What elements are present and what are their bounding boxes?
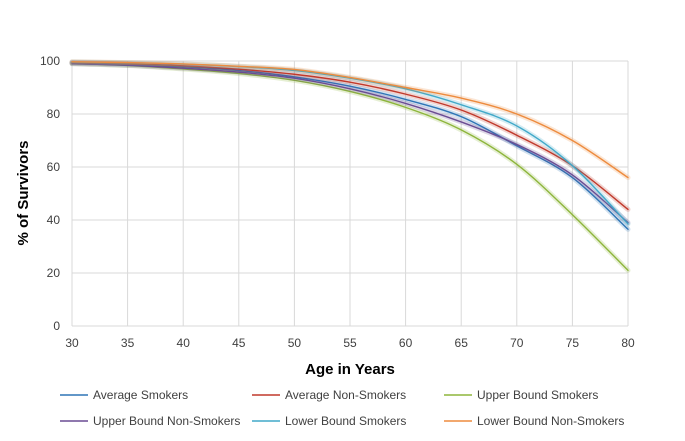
x-tick-label: 65: [455, 336, 469, 350]
x-tick-label: 35: [121, 336, 135, 350]
series-lines: [69, 59, 631, 273]
y-tick-label: 0: [53, 319, 60, 333]
series-line-upper-bound-non-smokers: [71, 62, 629, 224]
legend-label: Average Non-Smokers: [285, 388, 406, 402]
y-tick-label: 80: [47, 107, 61, 121]
x-tick-label: 50: [288, 336, 302, 350]
legend-item-upper-bound-smokers: Upper Bound Smokers: [444, 388, 598, 402]
legend-item-upper-bound-non-smokers: Upper Bound Non-Smokers: [60, 414, 240, 428]
series-line-average-non-smokers: [71, 61, 629, 211]
x-tick-label: 45: [232, 336, 246, 350]
x-axis: 30 35 40 45 50 55 60 65 70 75 80: [65, 336, 635, 350]
x-axis-title: Age in Years: [305, 361, 395, 378]
y-tick-label: 20: [47, 266, 61, 280]
series-line-average-smokers: [71, 62, 629, 230]
x-tick-label: 40: [177, 336, 191, 350]
legend-item-lower-bound-smokers: Lower Bound Smokers: [252, 414, 406, 428]
legend-item-average-smokers: Average Smokers: [60, 388, 188, 402]
x-tick-label: 75: [566, 336, 580, 350]
x-tick-label: 60: [399, 336, 413, 350]
y-axis: 0 20 40 60 80 100: [40, 54, 60, 333]
legend: Average Smokers Average Non-Smokers Upper …: [60, 388, 624, 428]
legend-label: Lower Bound Smokers: [285, 414, 406, 428]
y-tick-label: 60: [47, 160, 61, 174]
legend-label: Upper Bound Non-Smokers: [93, 414, 240, 428]
legend-item-lower-bound-non-smokers: Lower Bound Non-Smokers: [444, 414, 624, 428]
y-axis-title: % of Survivors: [15, 140, 32, 245]
x-tick-label: 80: [621, 336, 635, 350]
x-tick-label: 55: [343, 336, 357, 350]
y-tick-label: 100: [40, 54, 60, 68]
y-tick-label: 40: [47, 213, 61, 227]
x-tick-label: 30: [65, 336, 79, 350]
legend-item-average-non-smokers: Average Non-Smokers: [252, 388, 406, 402]
legend-label: Average Smokers: [93, 388, 188, 402]
series-line-lower-bound-non-smokers: [71, 61, 629, 179]
legend-label: Lower Bound Non-Smokers: [477, 414, 624, 428]
legend-label: Upper Bound Smokers: [477, 388, 598, 402]
gridlines: [71, 60, 629, 327]
x-tick-label: 70: [510, 336, 524, 350]
